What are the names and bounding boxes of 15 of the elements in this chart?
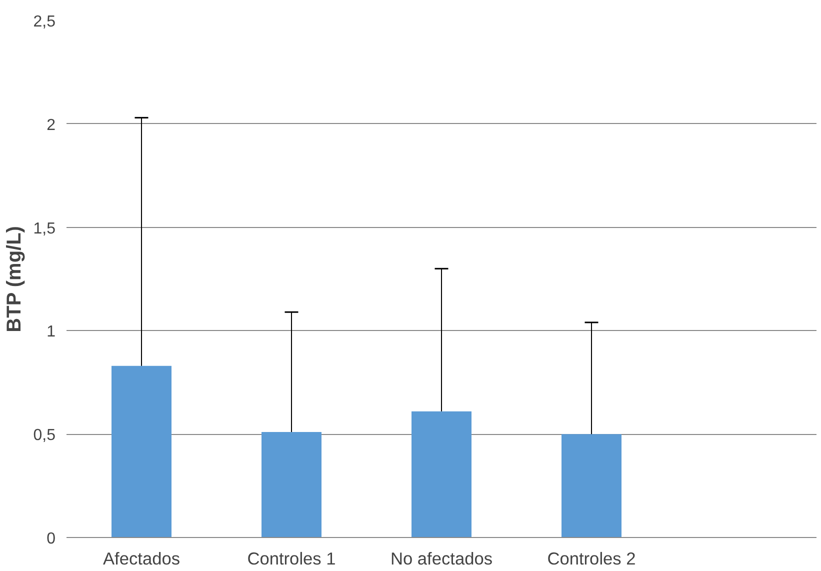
x-tick-label: Afectados — [102, 548, 180, 568]
x-tick-label: Controles 2 — [547, 548, 636, 568]
y-tick-label: 2 — [46, 116, 56, 134]
y-axis-title: BTP (mg/L) — [3, 226, 26, 332]
y-tick-label: 1 — [46, 324, 56, 341]
bar — [112, 366, 172, 538]
y-tick-label: 0,5 — [33, 427, 56, 444]
bar — [412, 411, 472, 538]
bar — [562, 434, 622, 538]
x-tick-label: Controles 1 — [247, 548, 336, 568]
y-tick-label: 0 — [46, 530, 56, 548]
y-tick-label: 1,5 — [33, 220, 56, 238]
x-tick-label: No afectados — [390, 548, 493, 568]
y-tick-label: 2,5 — [33, 14, 56, 30]
bar — [262, 432, 322, 538]
